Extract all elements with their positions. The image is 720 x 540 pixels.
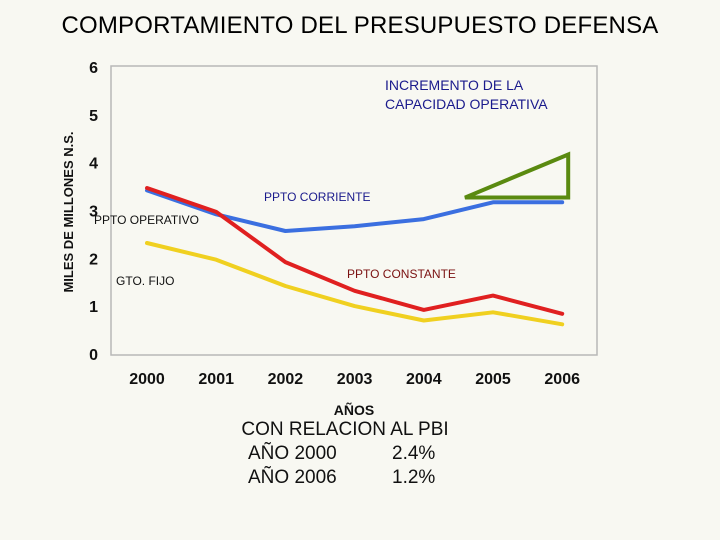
x-tick-label: 2003 (337, 371, 373, 388)
capacity-increase-triangle (464, 151, 571, 200)
label-ppto-operativo: PPTO OPERATIVO (94, 213, 199, 227)
y-tick-label: 4 (89, 156, 98, 173)
annotation-line-2: CAPACIDAD OPERATIVA (385, 96, 548, 112)
x-tick-label: 2005 (475, 371, 511, 388)
summary-heading: CON RELACION AL PBI (241, 419, 449, 440)
x-axis-title: AÑOS (334, 401, 374, 418)
y-tick-label: 6 (89, 60, 98, 77)
x-tick-label: 2004 (406, 371, 442, 388)
slide-title: COMPORTAMIENTO DEL PRESUPUESTO DEFENSA (61, 12, 659, 39)
summary-value: 1.2% (392, 467, 436, 488)
label-ppto-constante: PPTO CONSTANTE (347, 267, 456, 281)
x-tick-label: 2000 (129, 371, 165, 388)
y-tick-label: 5 (89, 108, 98, 125)
label-gto-fijo: GTO. FIJO (116, 274, 174, 288)
y-axis-title: MILES DE MILLONES N.S. (61, 131, 76, 292)
y-tick-label: 3 (89, 204, 98, 221)
y-tick-label: 1 (89, 299, 98, 316)
series-line-ppto-operativo (145, 186, 565, 316)
x-tick-label: 2006 (544, 371, 580, 388)
annotation-line-1: INCREMENTO DE LA (385, 77, 524, 93)
x-tick-label: 2002 (268, 371, 304, 388)
x-tick-label: 2001 (198, 371, 234, 388)
summary-year: AÑO 2006 (248, 467, 337, 488)
summary-value: 2.4% (392, 443, 436, 464)
series-line-ppto-constante (145, 241, 565, 327)
summary-year: AÑO 2000 (248, 443, 337, 464)
pbi-summary: CON RELACION AL PBI AÑO 2000 2.4% AÑO 20… (220, 418, 470, 490)
summary-row: AÑO 2006 1.2% (220, 466, 470, 490)
summary-row: AÑO 2000 2.4% (220, 442, 470, 466)
label-ppto-corriente: PPTO CORRIENTE (264, 190, 370, 204)
y-tick-label: 0 (89, 347, 98, 364)
y-tick-label: 2 (89, 251, 98, 268)
